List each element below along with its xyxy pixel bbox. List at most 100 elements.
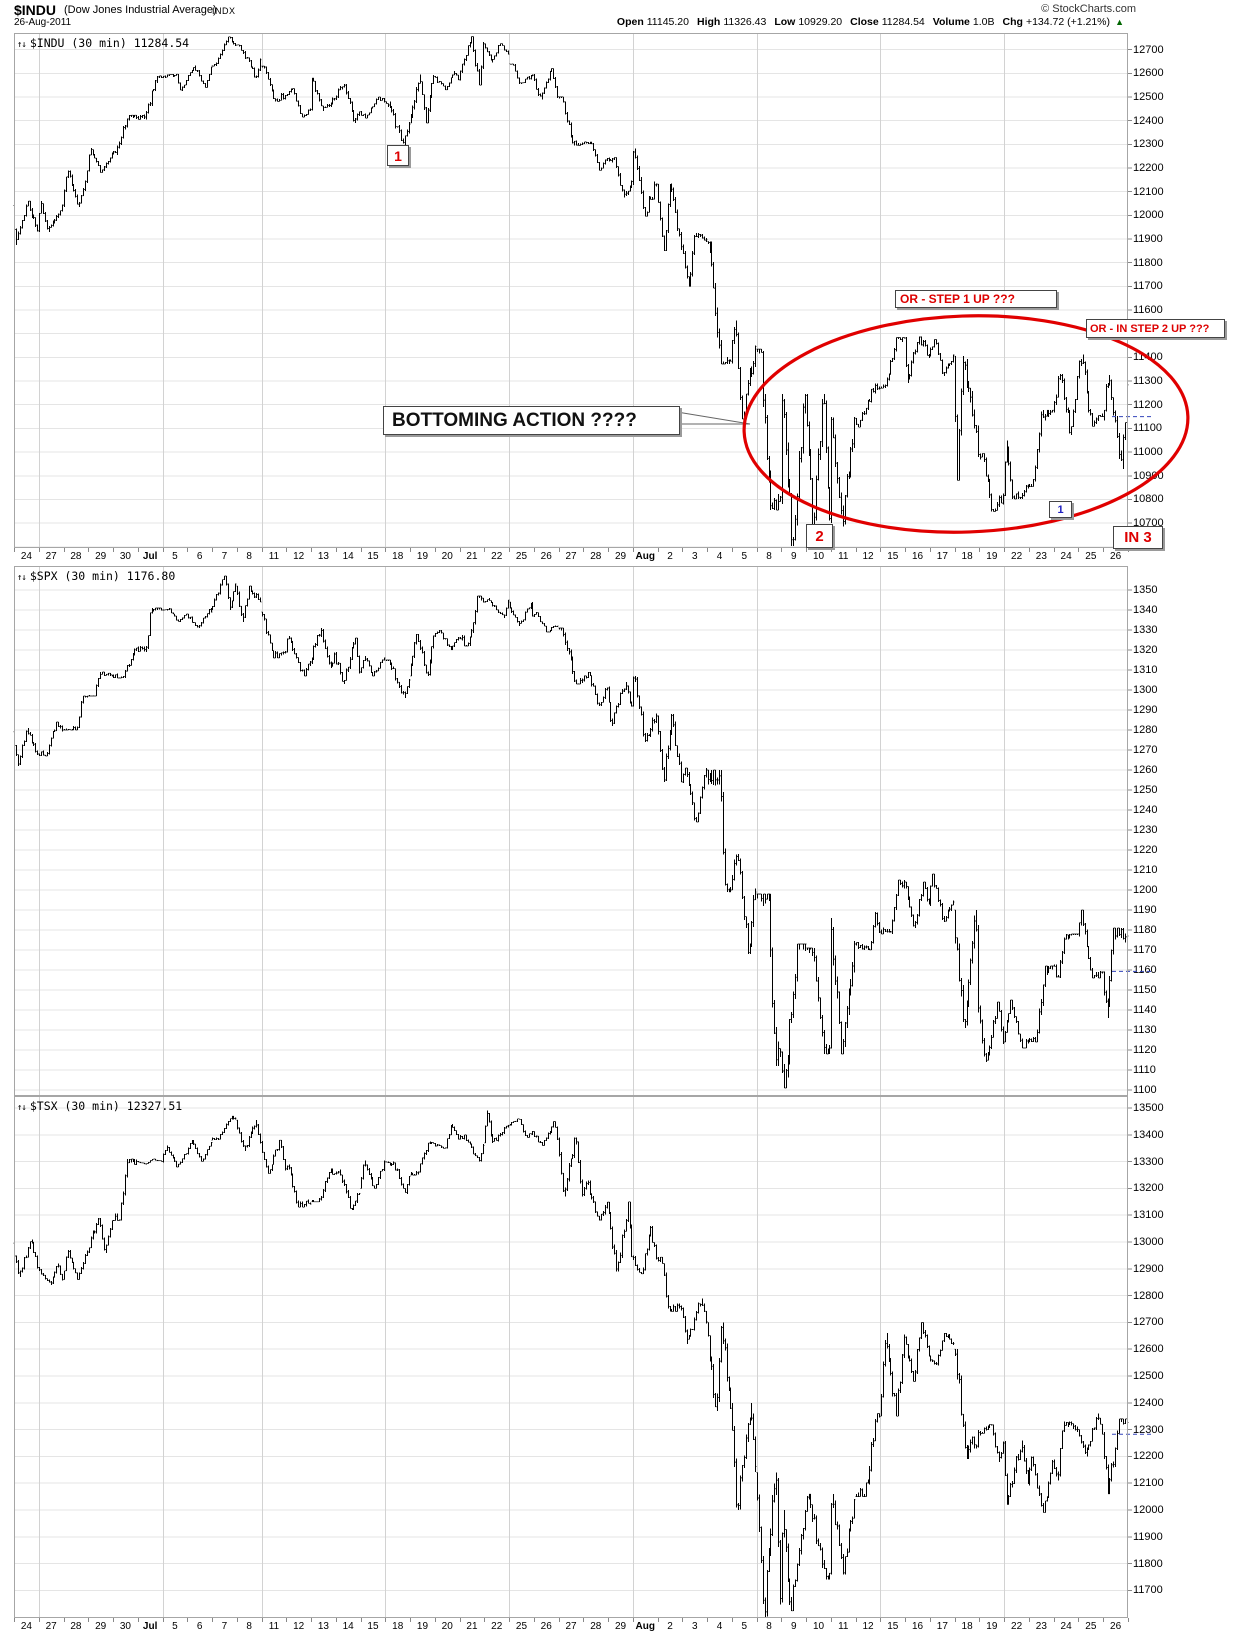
y-axis-label: 1110	[1133, 1064, 1156, 1076]
x-axis-label: 29	[614, 551, 627, 562]
panel-legend-text: $TSX (30 min) 12327.51	[29, 1099, 183, 1113]
y-axis-label: 12600	[1133, 1343, 1164, 1356]
panel-legend-tsx: ↑↓ $TSX (30 min) 12327.51	[17, 1099, 182, 1113]
y-axis-label: 12500	[1133, 90, 1164, 103]
quote-label-volume: Volume	[932, 16, 970, 28]
y-axis-label: 11700	[1133, 280, 1163, 293]
x-axis-label: 16	[912, 1621, 924, 1632]
x-axis-label: 25	[515, 551, 528, 562]
x-axis-label: 22	[1011, 1621, 1023, 1632]
y-axis-label: 12000	[1133, 209, 1164, 222]
y-axis-label: 12300	[1133, 1423, 1164, 1436]
x-axis-label: 23	[1035, 1621, 1047, 1632]
x-axis-label: 22	[491, 551, 503, 562]
y-axis-label: 1130	[1133, 1024, 1157, 1036]
x-axis-label: 24	[1060, 1621, 1072, 1632]
updown-arrows-icon: ↑↓	[17, 1103, 27, 1113]
y-axis-label: 12300	[1133, 138, 1164, 151]
x-axis-label: 25	[1085, 551, 1097, 562]
x-axis-label: 28	[590, 551, 602, 562]
x-axis-label: 24	[20, 1621, 32, 1632]
x-axis-label: 23	[1035, 551, 1047, 562]
x-axis-label: 10	[812, 551, 825, 562]
y-axis-label: 11800	[1133, 1557, 1163, 1570]
y-axis-label: 1100	[1133, 1084, 1157, 1096]
y-axis-label: 1250	[1133, 784, 1158, 796]
x-axis-label: 11	[838, 1621, 849, 1632]
quote-label-low: Low	[774, 16, 796, 28]
x-axis-label: 7	[221, 551, 228, 562]
y-axis-label: 11100	[1133, 422, 1162, 435]
y-axis-label: 1210	[1133, 864, 1158, 876]
x-axis-label: 14	[342, 1621, 354, 1632]
y-axis-label: 1160	[1133, 964, 1157, 976]
x-axis-label: 16	[912, 551, 924, 562]
x-axis-label: 18	[961, 1621, 973, 1632]
y-axis-label: 1170	[1133, 944, 1157, 956]
hgrid-panel-0	[14, 49, 1128, 548]
x-axis-label: 15	[887, 551, 899, 562]
y-axis-label: 11300	[1133, 375, 1163, 388]
x-axis-label: 5	[172, 1621, 178, 1632]
axis-ticks-panel-0	[14, 49, 1132, 552]
red-ellipse-annotation	[742, 314, 1190, 534]
y-axis-label: 11900	[1133, 1530, 1163, 1543]
y-axis-label: 12000	[1133, 1504, 1164, 1516]
x-axis-label: 5	[172, 551, 178, 562]
x-axis-label: 11	[268, 1621, 280, 1632]
x-axis-label: 29	[614, 1621, 627, 1632]
exchange-code: INDX	[212, 6, 236, 16]
symbol: $INDU	[14, 2, 57, 18]
x-axis-label: 19	[986, 551, 998, 562]
hgrid-panel-1	[14, 589, 1128, 1091]
chart-date: 26-Aug-2011	[14, 17, 72, 28]
y-axis-label: 12200	[1133, 161, 1164, 174]
x-axis-label: Aug	[635, 551, 655, 562]
x-axis-label: 20	[441, 1621, 453, 1632]
symbol-name: (Dow Jones Industrial Average)	[64, 4, 217, 16]
wave-1-minor-label: 1	[1049, 501, 1072, 518]
y-axis-label: 1150	[1133, 984, 1157, 996]
x-axis-label: 18	[392, 551, 404, 562]
y-axis-label: 1240	[1133, 804, 1158, 816]
copyright: © StockCharts.com	[1041, 3, 1136, 15]
y-axis-label: 1260	[1133, 764, 1158, 776]
y-axis-label: 1310	[1133, 664, 1158, 676]
y-axis-label: 11600	[1133, 304, 1163, 317]
y-axis-label: 13100	[1133, 1209, 1164, 1222]
y-axis-label: 1140	[1133, 1004, 1157, 1016]
y-axis-label: 11200	[1133, 398, 1163, 411]
x-axis-label: 4	[716, 1621, 723, 1632]
x-axis-label: 27	[45, 551, 57, 562]
quote-value-high: 11326.43	[723, 16, 767, 28]
x-axis-label: 12	[293, 551, 305, 562]
y-axis-label: 10800	[1133, 493, 1164, 506]
quote-value-volume: 1.0B	[972, 16, 995, 28]
bottoming-action-callout: BOTTOMING ACTION ????	[383, 406, 680, 435]
y-axis-label: 11000	[1133, 446, 1163, 459]
y-axis-label: 1270	[1133, 744, 1158, 756]
x-axis-label: 19	[416, 551, 429, 562]
x-axis-label: 27	[565, 1621, 577, 1632]
y-axis-label: 12100	[1133, 185, 1164, 198]
x-axis-label: 9	[791, 551, 797, 562]
y-axis-label: 12600	[1133, 67, 1164, 80]
vgrid-panel-2	[39, 1096, 1005, 1618]
x-axis-label: 28	[70, 551, 82, 562]
x-axis-label: 30	[119, 551, 131, 562]
quote-label-high: High	[697, 16, 721, 28]
y-axis-label: 1320	[1133, 644, 1158, 656]
x-axis-label: 8	[246, 551, 252, 562]
x-axis-label: 21	[466, 1621, 478, 1632]
change-up-arrow-icon: ▲	[1115, 17, 1124, 27]
x-axis-label: 13	[317, 551, 329, 562]
x-axis-label: 8	[766, 551, 772, 562]
y-axis-label: 1290	[1133, 704, 1158, 716]
x-axis-label: 12	[862, 1621, 874, 1632]
x-axis-label: 12	[862, 551, 874, 562]
wave-2-label: 2	[806, 524, 833, 548]
x-axis-label: Aug	[635, 1621, 655, 1632]
panel-legend-text: $INDU (30 min) 11284.54	[29, 36, 190, 50]
x-axis-label: 8	[766, 1621, 772, 1632]
quote-value-close: 11284.54	[881, 16, 925, 28]
